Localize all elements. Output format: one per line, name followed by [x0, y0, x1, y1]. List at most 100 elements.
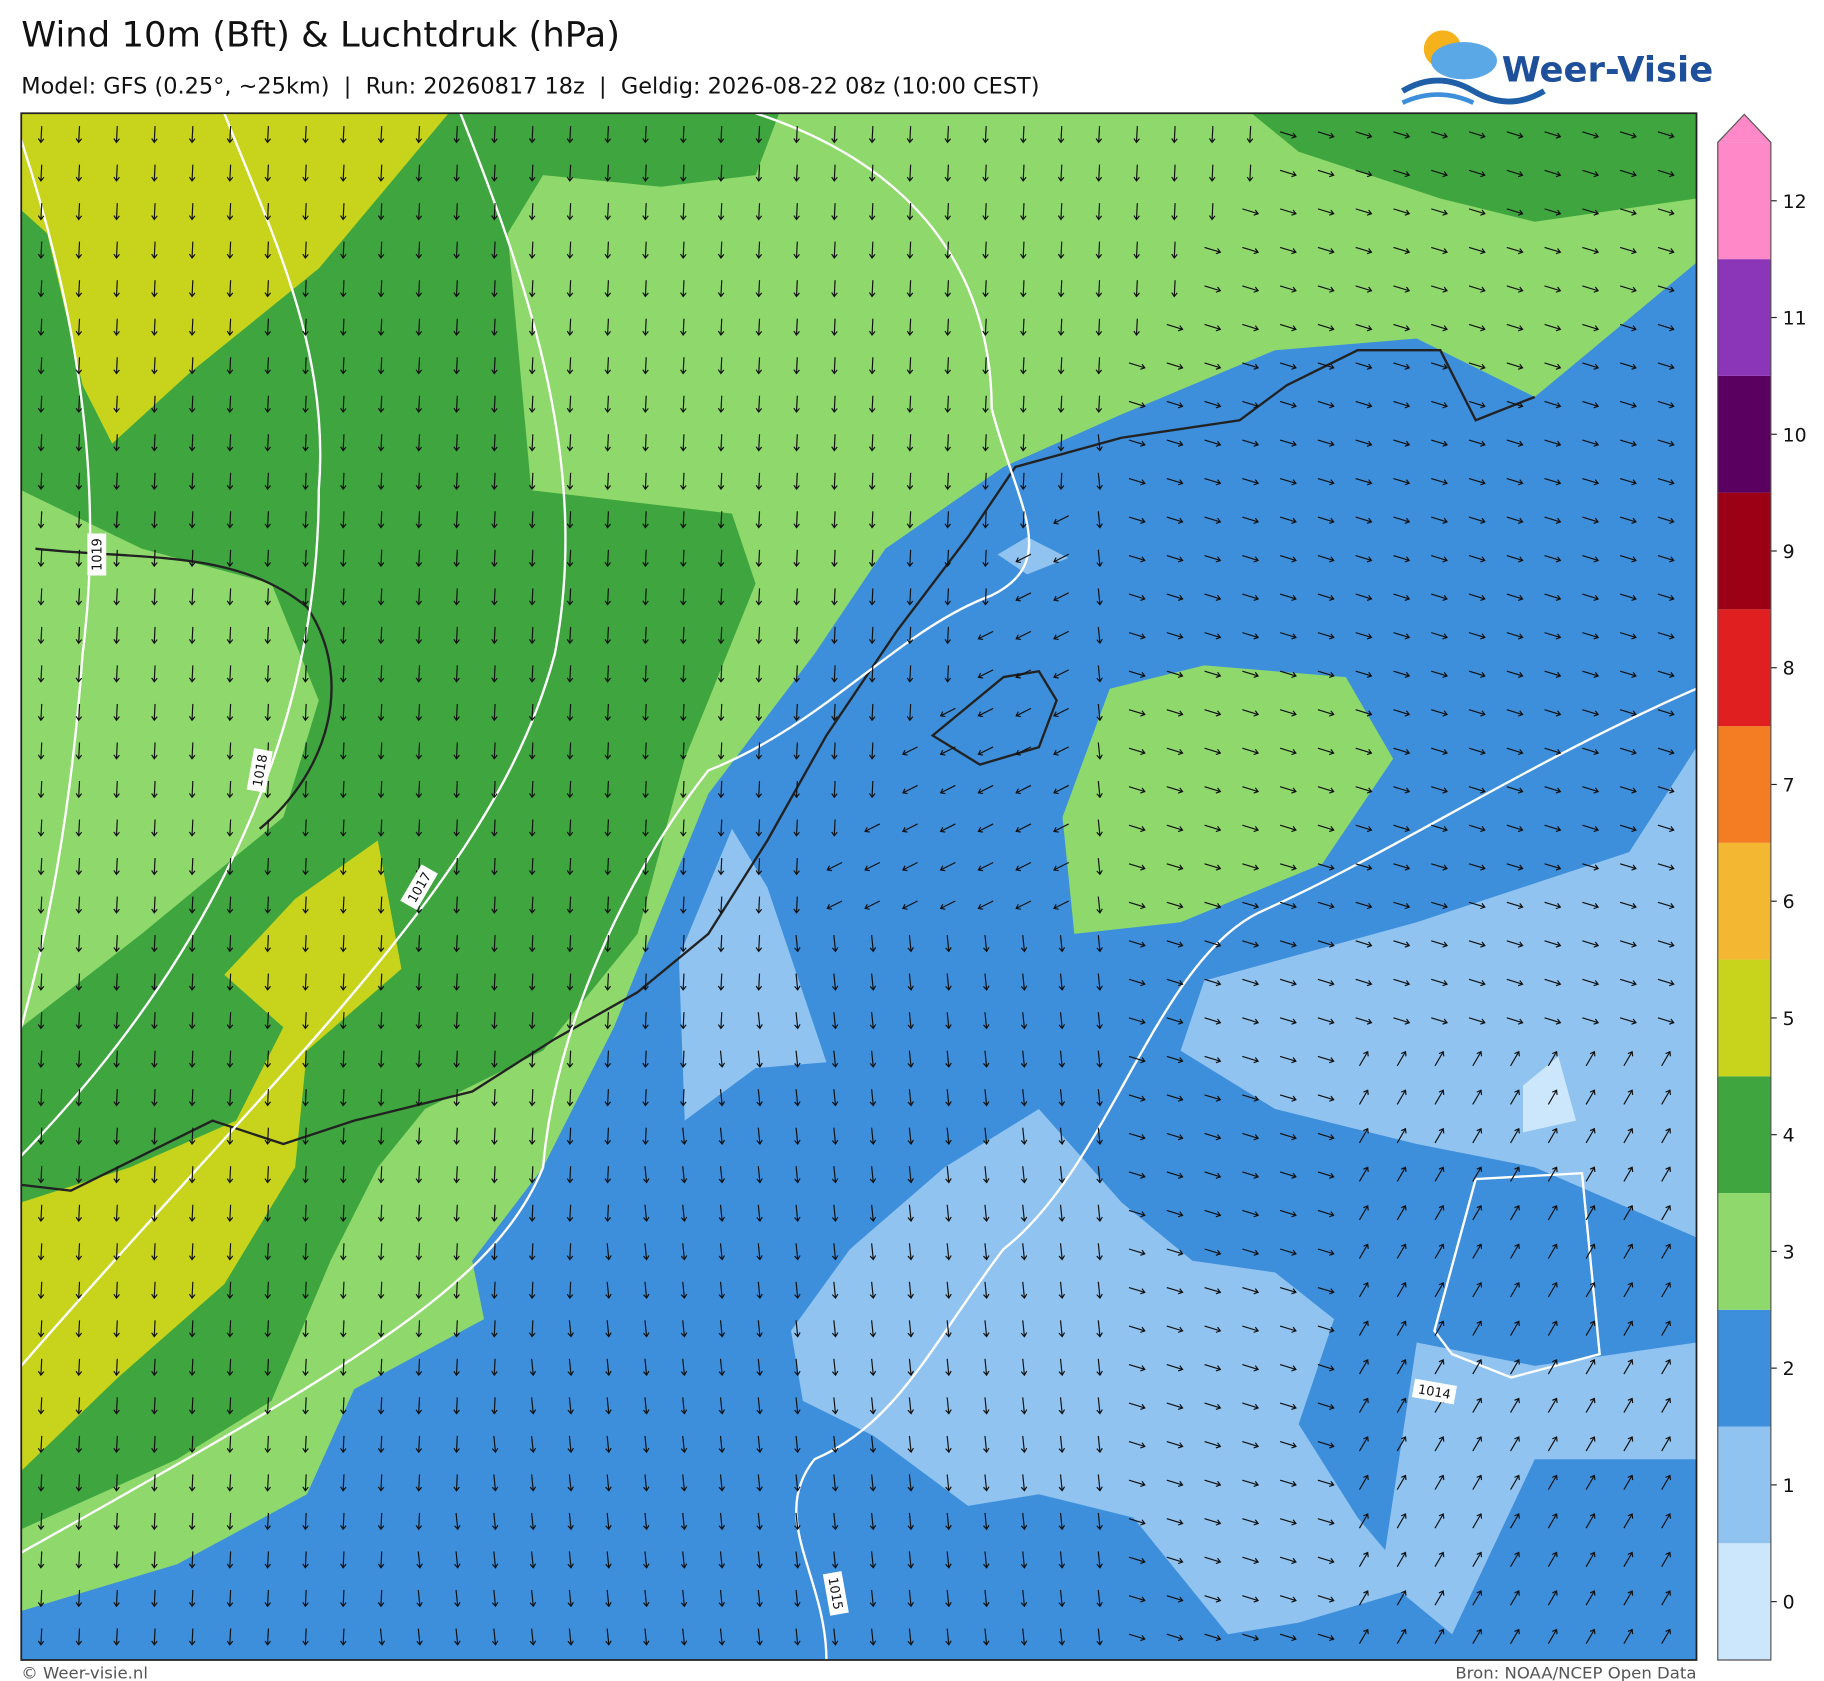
wind-arrow	[1015, 900, 1032, 910]
wind-arrow	[226, 472, 234, 491]
wind-arrow	[453, 395, 460, 414]
wind-arrow	[302, 1512, 309, 1531]
wind-arrow	[1317, 1132, 1335, 1141]
wind-arrow	[264, 1089, 272, 1107]
wind-arrow	[264, 665, 272, 683]
wind-arrow	[415, 665, 423, 683]
wind-arrow	[1317, 285, 1335, 293]
wind-arrow	[1166, 1364, 1184, 1372]
wind-arrow	[982, 203, 989, 221]
wind-arrow	[453, 780, 460, 799]
wind-arrow	[718, 1204, 726, 1223]
wind-arrow	[1661, 1359, 1672, 1375]
wind-arrow	[566, 857, 574, 876]
wind-arrow	[1544, 516, 1562, 524]
wind-arrow	[1204, 400, 1222, 409]
wind-arrow	[1279, 1055, 1297, 1064]
wind-arrow	[37, 164, 45, 182]
wind-arrow	[680, 819, 687, 837]
wind-arrow	[1242, 208, 1260, 216]
wind-arrow	[491, 742, 498, 760]
wind-arrow	[1204, 593, 1222, 601]
wind-arrow	[1058, 973, 1066, 991]
wind-arrow	[718, 1474, 726, 1492]
wind-arrow	[340, 1281, 347, 1300]
wind-arrow	[1431, 323, 1448, 332]
wind-arrow	[1128, 1055, 1146, 1064]
wind-arrow	[566, 126, 574, 144]
wind-arrow	[415, 1358, 423, 1377]
wind-arrow	[680, 280, 687, 298]
wind-arrow	[1472, 1397, 1483, 1413]
wind-arrow	[1279, 1479, 1297, 1488]
wind-arrow	[1053, 669, 1069, 679]
wind-arrow	[264, 1628, 272, 1646]
wind-arrow	[1166, 1479, 1184, 1488]
wind-arrow	[1468, 362, 1486, 370]
wind-arrow	[75, 1474, 83, 1492]
wind-arrow	[302, 1474, 309, 1492]
wind-arrow	[567, 1512, 574, 1531]
wind-arrow	[1468, 824, 1486, 833]
wind-arrow	[1095, 280, 1103, 298]
wind-arrow	[377, 164, 385, 182]
wind-arrow	[416, 1628, 423, 1646]
colorbar-label: 3	[1783, 1243, 1795, 1264]
wind-arrow	[453, 549, 460, 568]
wind-arrow	[226, 1551, 234, 1569]
wind-arrow	[604, 511, 612, 529]
wind-arrow	[793, 164, 800, 182]
wind-arrow	[1317, 940, 1335, 948]
wind-arrow	[113, 588, 120, 606]
wind-arrow	[756, 1204, 763, 1223]
wind-arrow	[340, 742, 347, 760]
wind-arrow	[415, 1204, 423, 1223]
wind-arrow	[151, 626, 158, 645]
wind-arrow	[491, 472, 498, 491]
wind-arrow	[1657, 477, 1675, 486]
wind-arrow	[906, 241, 914, 259]
wind-arrow	[1544, 1017, 1562, 1025]
wind-arrow	[794, 973, 801, 991]
wind-arrow	[1431, 400, 1448, 409]
wind-arrow	[1242, 246, 1260, 255]
wind-arrow	[264, 472, 272, 491]
wind-arrow	[1058, 1012, 1066, 1030]
wind-arrow	[1544, 400, 1562, 409]
wind-arrow	[1058, 1243, 1066, 1261]
wind-arrow	[869, 1204, 877, 1223]
wind-arrow	[1396, 1551, 1407, 1567]
wind-arrow	[264, 1474, 272, 1492]
colorbar-swatch	[1717, 1076, 1771, 1194]
wind-arrow	[906, 703, 914, 722]
wind-arrow	[1544, 323, 1562, 332]
wind-arrow	[1396, 1590, 1407, 1606]
wind-arrow	[605, 1281, 612, 1300]
wind-arrow	[945, 935, 952, 953]
wind-arrow	[1020, 357, 1027, 375]
wind-arrow	[605, 1589, 612, 1608]
wind-arrow	[491, 819, 498, 837]
wind-arrow	[453, 742, 460, 760]
wind-arrow	[226, 241, 234, 259]
wind-arrow	[1472, 1590, 1483, 1606]
wind-arrow	[1431, 169, 1448, 178]
wind-arrow	[793, 318, 800, 337]
wind-arrow	[977, 746, 994, 756]
wind-arrow	[1544, 709, 1562, 717]
wind-arrow	[717, 626, 725, 645]
wind-arrow	[1472, 1127, 1483, 1144]
wind-arrow	[1619, 246, 1637, 255]
wind-arrow	[491, 1204, 498, 1223]
wind-arrow	[945, 1281, 952, 1300]
wind-arrow	[1544, 555, 1562, 563]
wind-arrow	[113, 1166, 120, 1184]
wind-arrow	[302, 511, 309, 529]
isobar-label-bg	[1411, 1378, 1457, 1405]
wind-arrow	[151, 1127, 158, 1145]
wind-arrow	[377, 434, 385, 452]
colorbar-label: 7	[1783, 776, 1795, 797]
wind-arrow	[642, 896, 649, 914]
wind-arrow	[1585, 1243, 1596, 1259]
isobar-label: 1015	[822, 1571, 849, 1616]
